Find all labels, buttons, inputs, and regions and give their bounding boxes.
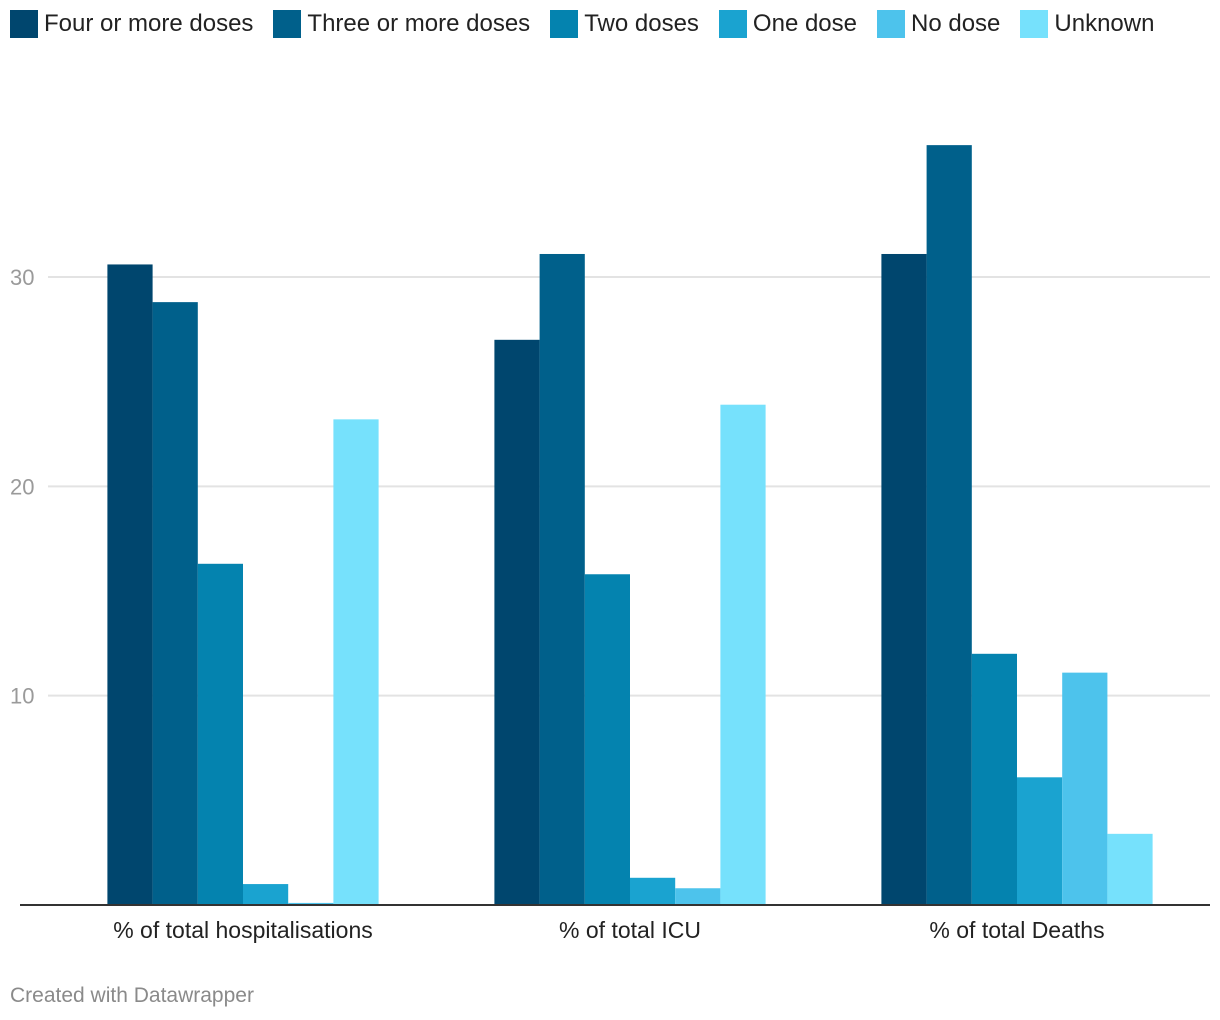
x-category-label: % of total ICU — [559, 917, 701, 943]
legend-label: No dose — [911, 10, 1001, 37]
bar — [333, 419, 379, 905]
legend-swatch — [10, 10, 38, 38]
bar — [720, 404, 766, 905]
bar — [926, 145, 972, 905]
y-tick-label: 10 — [10, 684, 34, 709]
legend-item: One dose — [718, 10, 857, 38]
bar — [630, 877, 676, 905]
x-category-label: % of total hospitalisations — [113, 917, 373, 943]
bar — [675, 888, 721, 905]
x-axis-category-labels: % of total hospitalisations % of total IC… — [113, 917, 1104, 943]
bar — [584, 574, 630, 905]
bar — [971, 653, 1017, 905]
bars — [107, 145, 1153, 906]
bar — [1062, 672, 1108, 905]
legend-label: Three or more doses — [307, 10, 531, 37]
legend-swatch — [877, 10, 905, 38]
bar — [494, 339, 540, 905]
bar — [152, 302, 198, 905]
legend-item: No dose — [877, 10, 1000, 38]
legend-swatch — [550, 10, 579, 38]
legend-item: Three or more doses — [273, 10, 530, 38]
legend-swatch — [718, 10, 747, 38]
footer-credit: Created with Datawrapper — [10, 984, 254, 1007]
legend-item: Two doses — [550, 10, 699, 38]
bar — [243, 884, 289, 905]
legend-label: Four or more doses — [44, 10, 254, 37]
y-axis-tick-labels: 10 20 30 — [10, 265, 34, 709]
bar — [107, 264, 153, 905]
bar — [881, 253, 927, 906]
bar — [1017, 777, 1063, 905]
legend-swatch — [273, 10, 302, 38]
y-tick-label: 30 — [10, 265, 34, 290]
legend-item: Unknown — [1020, 10, 1154, 38]
bar — [1107, 833, 1153, 905]
x-category-label: % of total Deaths — [929, 917, 1104, 943]
legend-label: One dose — [752, 10, 857, 37]
y-tick-label: 20 — [10, 474, 34, 499]
chart-legend: Four or more doses Three or more doses Two… — [10, 10, 1174, 38]
legend-swatch — [1020, 10, 1049, 38]
bar — [288, 902, 334, 905]
legend-label: Two doses — [584, 10, 699, 37]
legend-item: Four or more doses — [10, 10, 253, 38]
bar — [197, 563, 243, 905]
bar — [539, 253, 585, 906]
legend-label: Unknown — [1054, 10, 1155, 37]
